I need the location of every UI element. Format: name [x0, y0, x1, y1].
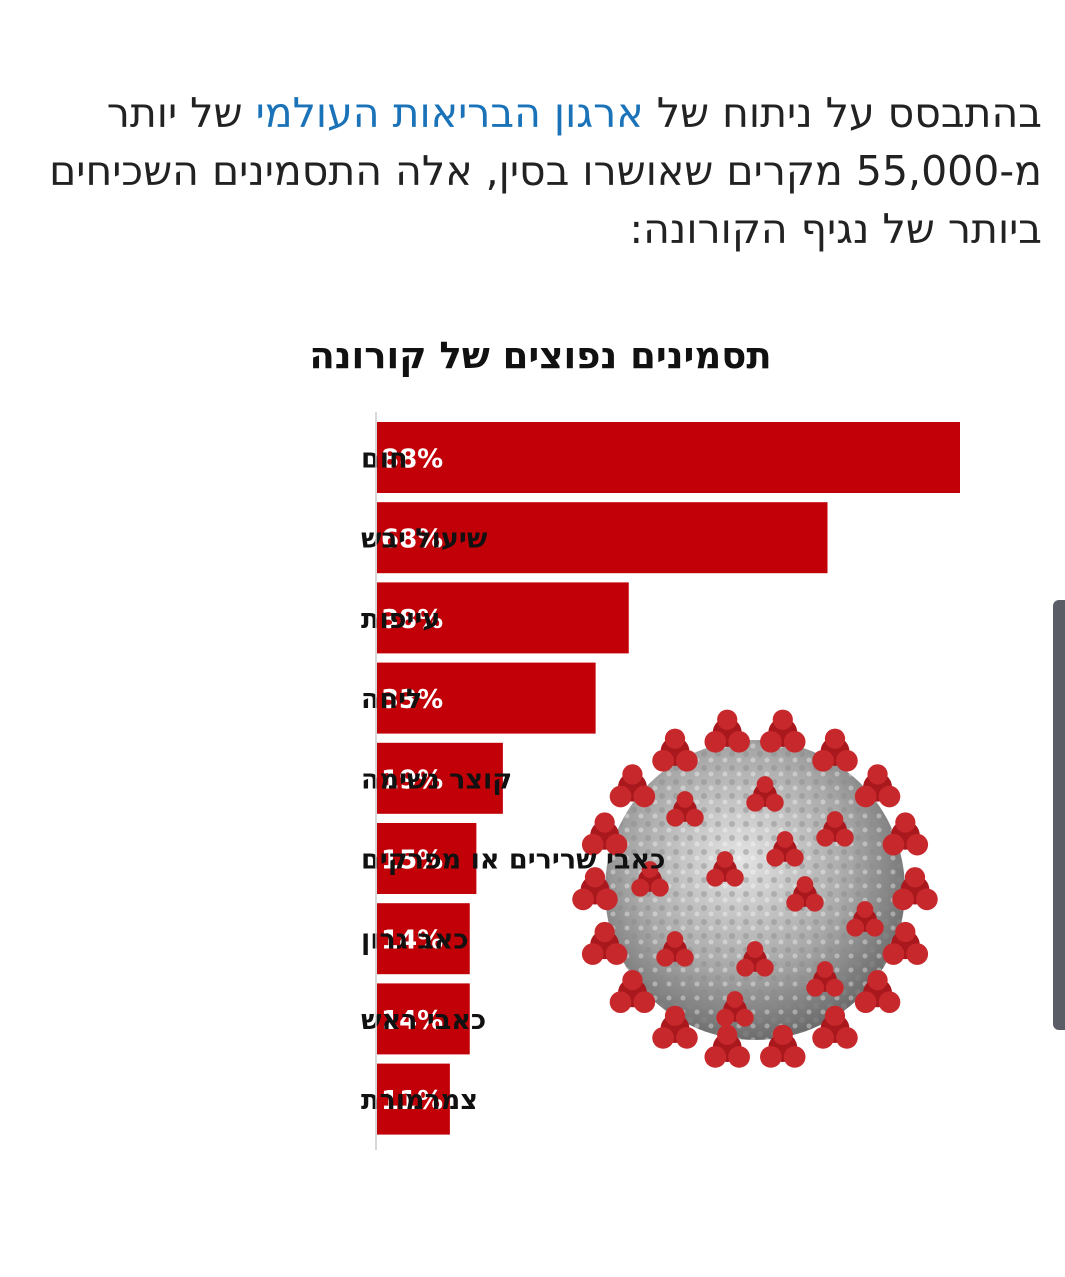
bar-value-label: 68% [381, 525, 443, 555]
virus-spike [892, 867, 938, 911]
bar-value-label: 14% [381, 926, 443, 956]
bar [377, 1063, 450, 1135]
coronavirus-icon [572, 709, 938, 1068]
virus-spike [846, 901, 884, 937]
virus-spike [854, 969, 901, 1014]
bar [377, 502, 828, 574]
virus-spike [631, 861, 669, 897]
intro-part-1: בהתבסס על ניתוח של [643, 89, 1042, 137]
virus-spike [766, 831, 804, 867]
virus-spike [806, 961, 844, 997]
bar-value-label: 38% [381, 605, 443, 635]
chart-title: תסמינים נפוצים של קורונה [309, 334, 772, 377]
virus-spike [760, 1024, 806, 1068]
symptoms-bar-chart: 88%חום 68%שיעול יבש 38%עייפות 33%ליחה 19%קוצ… [361, 412, 960, 1150]
category-label: כאב גרון [361, 925, 469, 956]
virus-spike [854, 764, 901, 808]
category-label: עייפות [361, 604, 440, 635]
category-label: כאבי ראש [361, 1005, 486, 1036]
bar-value-label: 19% [381, 765, 443, 795]
category-label: ליחה [361, 684, 422, 715]
bar [377, 983, 470, 1055]
category-label: חום [361, 444, 408, 475]
virus-spike [816, 811, 854, 847]
virus-spike [581, 921, 628, 965]
category-label: כאבי שרירים או מפרקים [361, 845, 665, 876]
bar [377, 823, 477, 894]
category-label: קוצר נשימה [361, 764, 512, 795]
virus-spike [581, 812, 628, 856]
category-label: צמרמורת [361, 1085, 478, 1116]
bar [377, 742, 503, 814]
intro-text: בהתבסס על ניתוח של ארגון הבריאות העולמי … [20, 84, 1042, 258]
virus-spike [656, 931, 694, 967]
virus-spike [716, 991, 754, 1027]
virus-spike [666, 791, 704, 827]
virus-spike [609, 764, 656, 808]
bar [377, 422, 960, 493]
virus-spike [882, 812, 929, 856]
bar-value-label: 14% [381, 1006, 443, 1036]
virus-spike [786, 876, 824, 912]
intro-part-2: של יותר מ-55,000 מקרים שאושרו בסין, אלה … [49, 89, 1042, 253]
who-link[interactable]: ארגון הבריאות העולמי [255, 89, 644, 137]
bar-value-label: 15% [381, 846, 443, 876]
virus-spike [812, 1005, 858, 1049]
virus-spike [882, 921, 929, 965]
virus-spike [652, 728, 698, 772]
bar-value-label: 33% [381, 685, 443, 715]
virus-spike [704, 709, 750, 753]
virus-spike [609, 969, 656, 1014]
virus-spike [736, 941, 774, 977]
bar-value-label: 88% [381, 445, 443, 475]
bar-value-label: 11% [381, 1086, 443, 1116]
virus-spike [706, 851, 744, 887]
bar [377, 903, 470, 975]
virus-spike [652, 1005, 698, 1049]
category-label: שיעול יבש [361, 524, 488, 555]
virus-spike [746, 776, 784, 812]
bar [377, 662, 596, 734]
virus-spike [704, 1024, 750, 1068]
virus-spike [760, 709, 806, 753]
virus-spike [572, 867, 618, 911]
virus-spike [812, 728, 858, 772]
bar [377, 582, 629, 654]
scrollbar[interactable] [1053, 600, 1065, 1030]
